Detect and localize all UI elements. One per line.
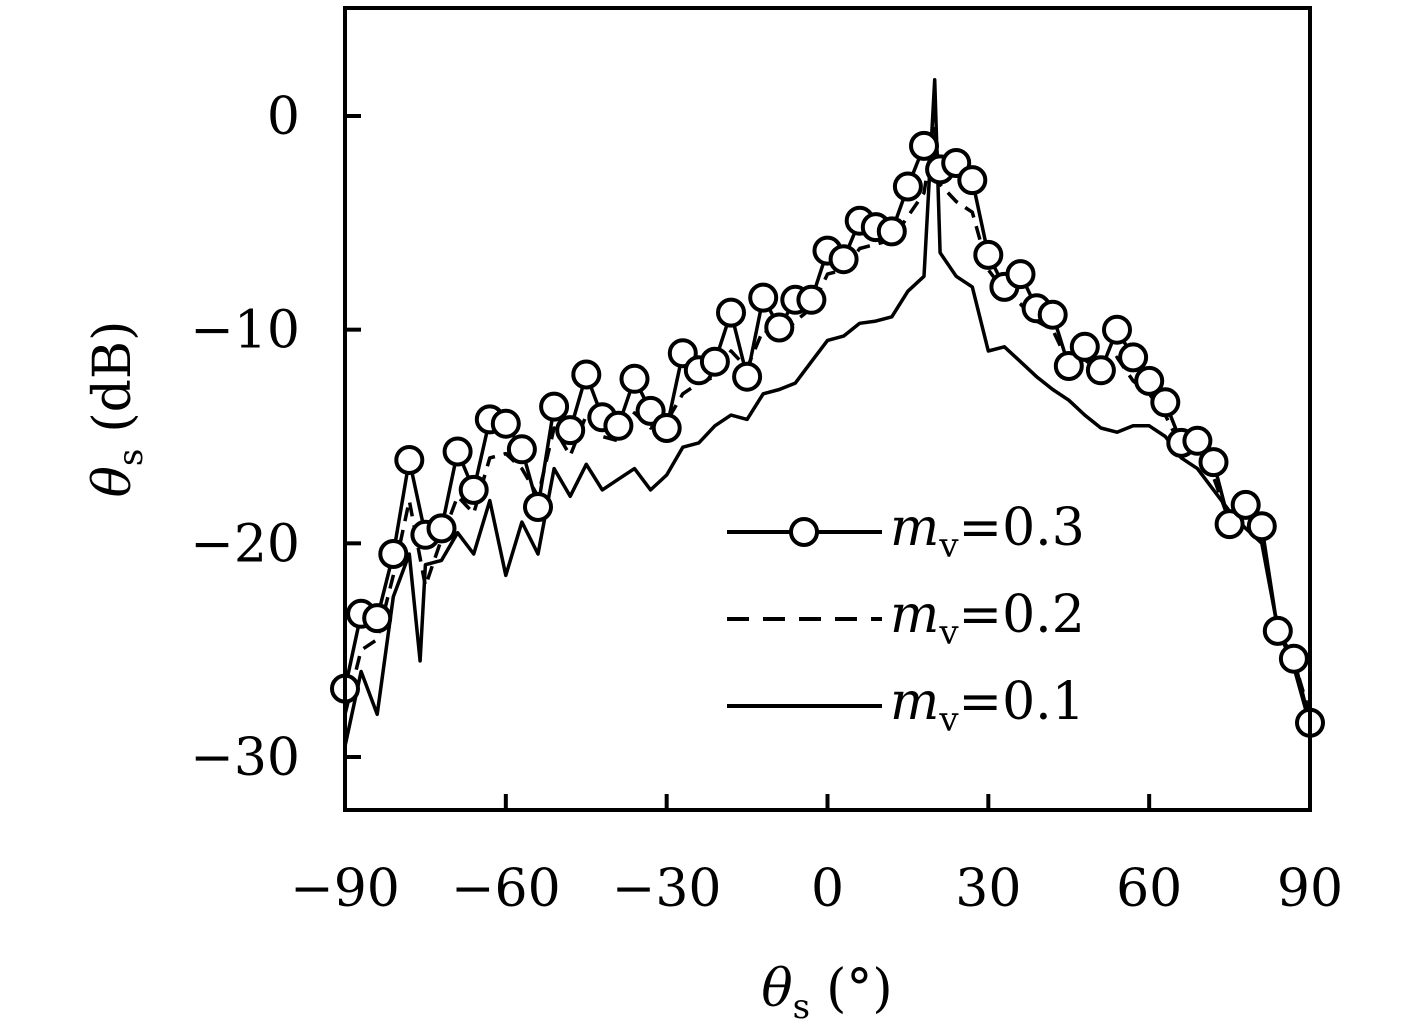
x-tick-label-1: −60 <box>451 859 561 919</box>
series-0-point-54 <box>1198 447 1229 478</box>
series-0-point-36 <box>909 130 939 161</box>
series-0-point-17 <box>603 410 634 441</box>
series-0-point-44 <box>1037 299 1068 330</box>
series-0-point-42 <box>1005 259 1036 290</box>
x-axis-label-subscript: s <box>793 987 810 1027</box>
series-0-point-29 <box>796 284 827 315</box>
series-0-point-25 <box>732 361 763 392</box>
series-0-point-26 <box>748 282 779 313</box>
y-axis: 0 −10 −20 −30 <box>190 87 361 788</box>
series-0-point-47 <box>1085 355 1116 386</box>
series-0-point-20 <box>651 413 682 443</box>
series-0-point-49 <box>1118 342 1149 373</box>
series-0-point-46 <box>1069 331 1100 362</box>
x-tick-label-5: 60 <box>1116 859 1182 919</box>
series-0-point-31 <box>828 244 859 275</box>
y-axis-label-symbol: θ <box>83 466 143 497</box>
series-0-point-50 <box>1134 365 1165 396</box>
series-0-point-53 <box>1182 425 1213 456</box>
marker-layer <box>330 130 1325 738</box>
legend-entry-0: mv=0.3 <box>727 498 1085 566</box>
series-0-point-3 <box>378 539 409 569</box>
y-tick-label-0: 0 <box>267 87 300 147</box>
series-0-point-18 <box>619 363 650 394</box>
series-0-point-11 <box>506 434 537 465</box>
series-0-point-48 <box>1102 314 1132 345</box>
x-tick-label-3: 0 <box>811 859 844 919</box>
legend-entry-1: mv=0.2 <box>727 585 1085 653</box>
series-0-point-27 <box>764 312 795 343</box>
series-0-point-7 <box>442 436 473 467</box>
series-0-point-2 <box>362 603 393 634</box>
series-0-point-10 <box>490 408 521 439</box>
series-0-point-58 <box>1262 615 1293 646</box>
series-0-point-57 <box>1246 511 1277 542</box>
legend-label-1: mv=0.2 <box>890 585 1085 653</box>
series-0-point-34 <box>876 216 907 247</box>
series-0-point-14 <box>555 415 586 446</box>
series-0-point-15 <box>571 359 602 390</box>
series-0-point-13 <box>539 391 570 422</box>
series-0-point-8 <box>458 474 489 505</box>
x-axis-label-unit: (°) <box>826 959 893 1019</box>
series-line-2 <box>345 77 1310 747</box>
legend: mv=0.3 mv=0.2 mv=0.1 <box>727 498 1085 740</box>
legend-label-0: mv=0.3 <box>890 498 1085 566</box>
series-0-point-40 <box>973 239 1004 270</box>
series-0-point-24 <box>716 297 746 328</box>
series-0-point-39 <box>957 165 988 196</box>
x-tick-label-2: −30 <box>612 859 722 919</box>
series-0-point-4 <box>394 445 425 475</box>
legend-entry-2: mv=0.1 <box>727 672 1085 740</box>
series-0-point-6 <box>426 513 457 544</box>
series-0-point-55 <box>1214 509 1245 540</box>
series-0-point-23 <box>699 346 730 377</box>
series-0-point-35 <box>892 171 923 202</box>
x-axis: −90 −60 −30 0 30 60 90 <box>290 794 1343 919</box>
y-axis-label: θs (dB) <box>83 321 151 498</box>
y-tick-label-3: −30 <box>190 728 300 788</box>
series-0-point-59 <box>1278 643 1309 674</box>
x-axis-label: θs (°) <box>761 959 892 1027</box>
x-tick-label-0: −90 <box>290 859 400 919</box>
y-tick-label-1: −10 <box>190 301 300 361</box>
series-0-point-12 <box>523 492 553 522</box>
series-0-point-56 <box>1230 489 1261 520</box>
x-axis-label-symbol: θ <box>761 959 792 1019</box>
legend-marker-0 <box>789 517 819 547</box>
legend-label-2: mv=0.1 <box>890 672 1085 740</box>
y-axis-label-subscript: s <box>111 449 151 466</box>
x-tick-label-4: 30 <box>955 859 1021 919</box>
x-tick-label-6: 90 <box>1277 859 1343 919</box>
series-0-point-45 <box>1053 351 1084 381</box>
series-0-point-51 <box>1150 387 1181 418</box>
y-axis-label-unit: (dB) <box>83 321 143 433</box>
y-tick-label-2: −20 <box>190 514 300 574</box>
